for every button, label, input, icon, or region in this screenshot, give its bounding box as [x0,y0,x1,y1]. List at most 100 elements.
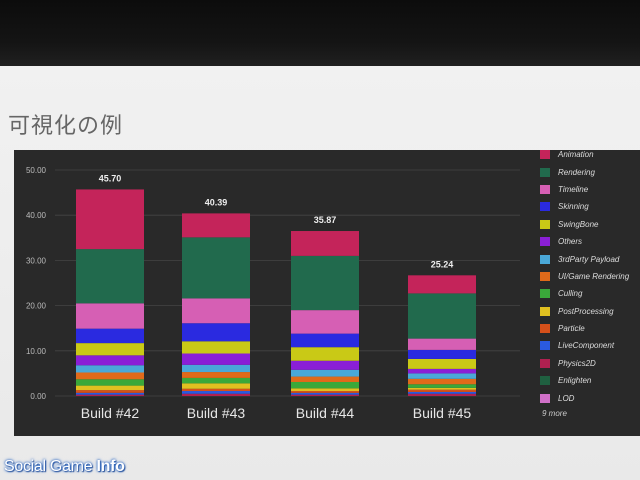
bar-segment [76,390,144,393]
legend-swatch [540,376,550,386]
legend-swatch [540,202,550,212]
legend-item: LOD [540,389,640,406]
bar-segment [291,347,359,361]
bar-segment [408,393,476,396]
x-category-label: Build #43 [187,405,246,421]
legend-label: 3rdParty Payload [558,254,620,264]
bar-segment [408,391,476,394]
bar-segment [76,385,144,391]
bar-segment [408,338,476,350]
watermark-bold: Info [96,458,125,475]
legend-label: SwingBone [558,219,599,229]
bar-segment [408,358,476,369]
bar-segment [408,378,476,385]
bar-segment [76,249,144,304]
bar-segment [182,237,250,299]
bar-segment [182,298,250,324]
x-category-label: Build #42 [81,405,140,421]
bar-segment [408,275,476,294]
legend-swatch [540,289,550,299]
bar-segment [76,372,144,380]
legend-item: Skinning [540,198,640,215]
bar-segment [291,392,359,395]
bar-segment [291,333,359,348]
bar-segment [291,231,359,256]
y-tick-label: 50.00 [26,166,47,175]
bar-segment [291,388,359,392]
watermark: Social Game Info [4,458,125,476]
bar-segment [291,376,359,382]
bar-segment [182,372,250,378]
legend-swatch [540,254,550,264]
legend-swatch [540,184,550,194]
ceiling-background [0,0,640,70]
legend-swatch [540,219,550,229]
bar-segment [76,189,144,250]
bar-total-label: 25.24 [431,259,454,269]
chart-legend: Animation Rendering Timeline Skinning SwingB… [540,146,640,418]
legend-label: Others [558,237,583,247]
bar-segment [291,369,359,377]
bar-segment [76,365,144,373]
y-tick-label: 0.00 [30,392,46,401]
x-category-label: Build #45 [413,405,472,421]
watermark-main: Social Game [4,458,97,475]
legend-label: LOD [558,393,575,403]
y-tick-label: 10.00 [26,347,47,356]
legend-item: Animation [540,146,640,163]
legend-item: PostProcessing [540,303,640,320]
legend-swatch [540,341,550,351]
legend-label: Animation [558,150,594,160]
slide-title: 可視化の例 [8,114,124,139]
bar-total-label: 45.70 [99,173,122,183]
legend-item: Particle [540,320,640,337]
bar-segment [182,213,250,238]
legend-item: LiveComponent [540,337,640,354]
bar-segment [76,303,144,329]
y-tick-label: 20.00 [26,302,47,311]
bar-segment [182,377,250,384]
bar-segment [408,349,476,359]
legend-label: Rendering [558,167,595,177]
stacked-bar-chart: 0.00 10.00 20.00 30.00 40.00 50.00 45.70 Build … [26,166,520,421]
legend-swatch [540,324,550,334]
legend-label: UI/Game Rendering [558,271,630,281]
bar-segment [182,364,250,373]
bar-segment [76,379,144,386]
legend-label: Enlighten [558,376,592,386]
legend-label: Culling [558,289,583,299]
legend-label: PostProcessing [558,306,614,316]
bar-segment [408,368,476,374]
legend-swatch [540,150,550,160]
bar-segment [182,353,250,365]
bar-segment [408,387,476,390]
legend-label: Skinning [558,202,589,212]
bar-total-label: 40.39 [205,197,228,207]
bar-segment [291,255,359,311]
bar-segment [291,360,359,370]
bar-segment [76,394,144,396]
bar-segment [76,355,144,366]
bar-segment [291,310,359,334]
bar-segment [182,323,250,342]
bar-segment [291,381,359,389]
legend-item: Enlighten [540,372,640,389]
legend-item: Others [540,233,640,250]
y-tick-label: 40.00 [26,211,47,220]
legend-more-label: 9 more [542,408,567,418]
bar-segment [76,392,144,395]
legend-label: Particle [558,324,585,334]
bar-segment [408,389,476,392]
legend-item: UI/Game Rendering [540,268,640,285]
legend-item: Culling [540,285,640,302]
legend-swatch [540,393,550,403]
bar-segment [291,394,359,396]
legend-item: Physics2D [540,355,640,372]
x-category-label: Build #44 [296,405,355,421]
y-tick-label: 30.00 [26,256,47,265]
legend-item: Rendering [540,163,640,180]
legend-swatch [540,237,550,247]
bar-segment [408,384,476,388]
legend-swatch [540,358,550,368]
bar-segment [408,293,476,339]
